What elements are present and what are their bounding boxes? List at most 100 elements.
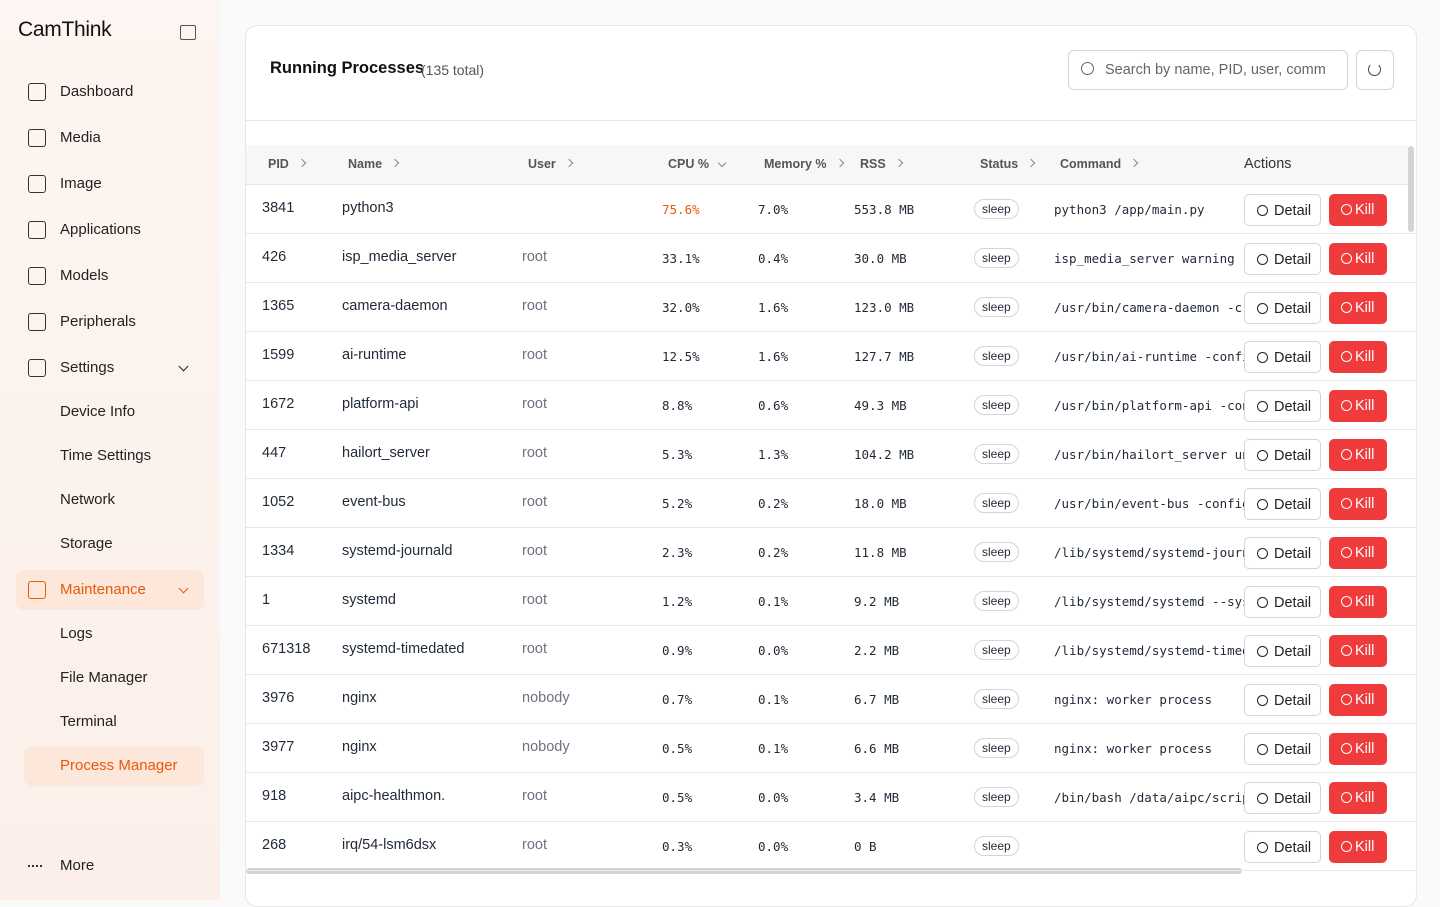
search-placeholder: Search by name, PID, user, comm xyxy=(1105,62,1326,78)
kill-button[interactable]: Kill xyxy=(1329,194,1387,226)
column-header-text: Name xyxy=(348,157,383,171)
nav-item-text: Peripherals xyxy=(60,313,136,330)
search-input[interactable]: Search by name, PID, user, comm xyxy=(1068,50,1348,90)
cpu-cell: 5.3% xyxy=(662,447,692,462)
command-cell-text: python3 /app/main.py xyxy=(1054,202,1205,217)
user-cell: root xyxy=(522,788,547,804)
kill-button[interactable]: Kill xyxy=(1329,537,1387,569)
column-header[interactable]: RSS xyxy=(860,157,903,171)
nav-item[interactable]: File Manager xyxy=(24,658,204,698)
detail-button-text: Detail xyxy=(1274,301,1312,317)
kill-button-text: Kill xyxy=(1355,202,1375,218)
nav-item[interactable]: Applications xyxy=(16,210,204,250)
name-cell: nginx xyxy=(342,739,377,755)
status-badge-text: sleep xyxy=(982,398,1011,412)
kill-button[interactable]: Kill xyxy=(1329,635,1387,667)
command-cell-text: /usr/bin/event-bus -config xyxy=(1054,496,1250,511)
nav-item[interactable]: Process Manager xyxy=(24,746,204,786)
nav-item[interactable]: Maintenance xyxy=(16,570,204,610)
nav-item[interactable]: Network xyxy=(24,480,204,520)
nav-item[interactable]: Logs xyxy=(24,614,204,654)
detail-button[interactable]: Detail xyxy=(1244,635,1321,667)
detail-button[interactable]: Detail xyxy=(1244,390,1321,422)
detail-button-text: Detail xyxy=(1274,203,1312,219)
column-header[interactable]: Command xyxy=(1060,157,1139,171)
nav-item[interactable]: Media xyxy=(16,118,204,158)
row-divider xyxy=(246,380,1416,381)
collapse-button[interactable] xyxy=(180,25,196,40)
rss-cell-text: 123.0 MB xyxy=(854,300,915,315)
detail-button[interactable]: Detail xyxy=(1244,341,1321,373)
nav-item[interactable]: Image xyxy=(16,164,204,204)
column-header[interactable]: PID xyxy=(268,157,307,171)
button-icon xyxy=(1341,743,1352,754)
nav-item[interactable]: Storage xyxy=(24,524,204,564)
memory-cell-text: 0.1% xyxy=(758,594,789,609)
kill-button[interactable]: Kill xyxy=(1329,439,1387,471)
nav-item[interactable]: Settings xyxy=(16,348,204,388)
memory-cell-text: 0.0% xyxy=(758,643,789,658)
nav-item[interactable]: Time Settings xyxy=(24,436,204,476)
status-badge: sleep xyxy=(974,836,1019,856)
kill-button[interactable]: Kill xyxy=(1329,782,1387,814)
row-divider xyxy=(246,821,1416,822)
sort-icon xyxy=(1129,158,1139,168)
name-cell: nginx xyxy=(342,690,377,706)
column-header[interactable]: Memory % xyxy=(764,157,844,171)
button-icon xyxy=(1257,254,1268,265)
detail-button[interactable]: Detail xyxy=(1244,292,1321,324)
detail-button[interactable]: Detail xyxy=(1244,194,1321,226)
column-header[interactable]: User xyxy=(528,157,574,171)
detail-button[interactable]: Detail xyxy=(1244,439,1321,471)
nav-item[interactable]: Models xyxy=(16,256,204,296)
status-badge-text: sleep xyxy=(982,594,1011,608)
button-icon xyxy=(1257,548,1268,559)
status-badge-text: sleep xyxy=(982,790,1011,804)
name-cell-text: hailort_server xyxy=(342,445,430,461)
kill-button[interactable]: Kill xyxy=(1329,341,1387,373)
cpu-cell: 0.3% xyxy=(662,839,692,854)
name-cell: python3 xyxy=(342,200,394,216)
rss-cell-text: 104.2 MB xyxy=(854,447,915,462)
nav-item[interactable]: Dashboard xyxy=(16,72,204,112)
kill-button[interactable]: Kill xyxy=(1329,292,1387,324)
row-divider xyxy=(246,674,1416,675)
detail-button[interactable]: Detail xyxy=(1244,537,1321,569)
user-cell-text: root xyxy=(522,249,547,265)
more-button[interactable]: More xyxy=(16,846,204,886)
nav-item[interactable]: Terminal xyxy=(24,702,204,742)
row-divider xyxy=(246,772,1416,773)
sort-icon xyxy=(894,158,903,168)
kill-button[interactable]: Kill xyxy=(1329,831,1387,863)
nav-item[interactable]: Device Info xyxy=(24,392,204,432)
detail-button[interactable]: Detail xyxy=(1244,831,1321,863)
memory-cell-text: 1.6% xyxy=(758,349,789,364)
nav-item-text: Models xyxy=(60,267,109,284)
detail-button[interactable]: Detail xyxy=(1244,684,1321,716)
kill-button[interactable]: Kill xyxy=(1329,488,1387,520)
status-badge: sleep xyxy=(974,199,1019,219)
kill-button[interactable]: Kill xyxy=(1329,586,1387,618)
detail-button[interactable]: Detail xyxy=(1244,586,1321,618)
sort-icon xyxy=(717,158,727,168)
column-header[interactable]: Status xyxy=(980,157,1036,171)
kill-button[interactable]: Kill xyxy=(1329,390,1387,422)
column-header[interactable]: Name xyxy=(348,157,400,171)
column-header[interactable]: CPU % xyxy=(668,157,727,171)
kill-button[interactable]: Kill xyxy=(1329,243,1387,275)
nav-item[interactable]: Peripherals xyxy=(16,302,204,342)
button-icon xyxy=(1341,694,1352,705)
command-cell: /usr/bin/hailort_server un xyxy=(1054,447,1250,462)
rss-cell-text: 11.8 MB xyxy=(854,545,907,560)
detail-button[interactable]: Detail xyxy=(1244,243,1321,275)
detail-button[interactable]: Detail xyxy=(1244,488,1321,520)
detail-button[interactable]: Detail xyxy=(1244,733,1321,765)
command-cell: /bin/bash /data/aipc/scrip xyxy=(1054,790,1250,805)
detail-button[interactable]: Detail xyxy=(1244,782,1321,814)
sidebar: CamThink Dashboard Media Image Applications… xyxy=(0,0,220,900)
kill-button[interactable]: Kill xyxy=(1329,684,1387,716)
refresh-button[interactable] xyxy=(1356,50,1394,90)
kill-button[interactable]: Kill xyxy=(1329,733,1387,765)
name-cell: camera-daemon xyxy=(342,298,448,314)
command-cell: /lib/systemd/systemd --sys xyxy=(1054,594,1250,609)
